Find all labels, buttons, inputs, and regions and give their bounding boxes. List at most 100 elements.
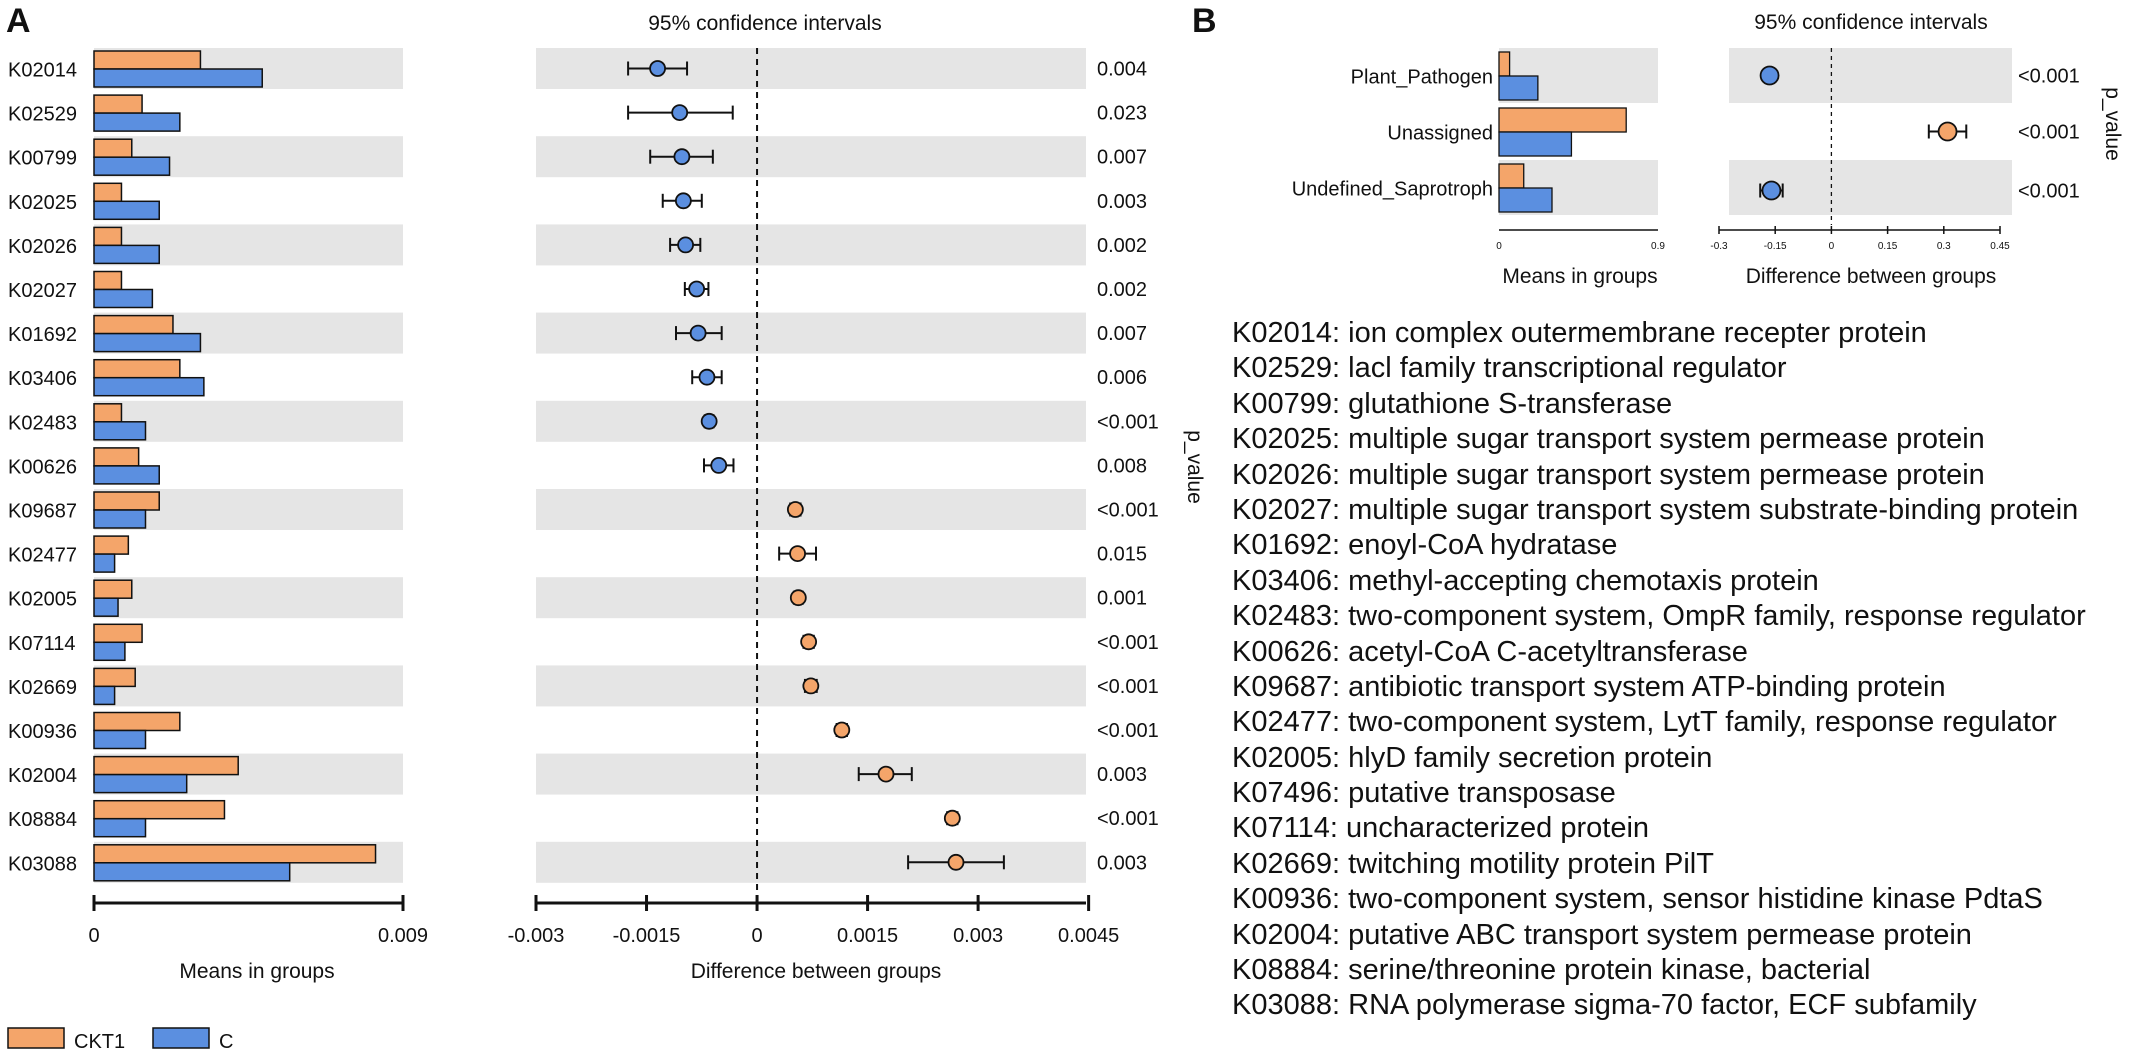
category-label: K09687 [8,501,77,523]
ko-separator: : [1332,529,1349,562]
ko-id: K01692 [1232,529,1332,562]
ko-id: K02477 [1232,706,1332,739]
ko-separator: : [1332,918,1349,951]
legend-label-c: C [219,1031,233,1053]
diff-band [536,400,1086,442]
diff-band [536,48,1086,89]
ko-text: acetyl-CoA C-acetyltransferase [1348,635,1748,668]
ko-text: putative ABC transport system permease p… [1348,918,1972,951]
means-tick-label-b: 0.9 [1651,241,1665,252]
ko-separator: : [1332,670,1349,703]
bar-ckt1-K03406 [93,358,181,379]
bar-ckt1-K01692 [93,314,174,335]
ko-text: two-component system, OmpR family, respo… [1348,600,2086,633]
bar-ckt1-Plant_Pathogen [1498,51,1511,77]
ko-description: K02026: multiple sugar transport system … [1232,458,2086,493]
category-label: K03406 [8,368,77,390]
bar-c-K03406 [93,376,205,397]
ko-text: antibiotic transport system ATP-binding … [1348,670,1946,703]
ko-description: K02014: ion complex outermembrane recept… [1232,316,2086,351]
ko-separator: : [1332,741,1349,774]
p-value: <0.001 [1097,808,1159,830]
ko-description: K02025: multiple sugar transport system … [1232,422,2086,457]
bar-ckt1-K00799 [93,138,133,158]
ko-separator: : [1332,493,1349,526]
category-label: K02026 [8,236,77,258]
ko-text: multiple sugar transport system permease… [1348,423,1985,456]
ko-id: K00799 [1232,387,1332,420]
diff-title-b: 95% confidence intervals [1754,11,1987,34]
p-value: 0.001 [1097,588,1147,610]
p-value-b: <0.001 [2018,66,2080,88]
diff-tick-label-b: -0.3 [1710,241,1728,252]
ko-text: putative transposase [1348,777,1616,810]
ko-text: two-component system, sensor histidine k… [1348,883,2043,916]
ko-id: K02026 [1232,458,1332,491]
ko-description: K00626: acetyl-CoA C-acetyltransferase [1232,635,2086,670]
diff-point-K07114 [800,633,818,651]
ko-text: ion complex outermembrane recepter prote… [1348,317,1927,349]
ko-text: multiple sugar transport system substrat… [1348,493,2079,526]
bar-c-K02529 [93,112,181,132]
category-label: K00626 [8,456,77,478]
ko-separator: : [1332,847,1349,880]
diff-axis-title: Difference between groups [691,960,942,983]
diff-axis-title-b: Difference between groups [1746,265,1997,288]
ko-id: K00626 [1232,635,1332,668]
category-label: K02027 [8,280,77,302]
diff-band [536,489,1086,530]
ko-description: K01692: enoyl-CoA hydratase [1232,528,2086,563]
ko-id: K02027 [1232,493,1332,526]
bar-c-K02026 [93,244,160,265]
ko-text: methyl-accepting chemotaxis protein [1348,564,1819,597]
ko-separator: : [1332,777,1349,810]
bar-ckt1-K02025 [93,182,123,203]
legend-label-ckt1: CKT1 [74,1031,125,1053]
panel-label: B [1192,2,1217,40]
ko-separator: : [1332,883,1349,916]
diff-point-K02004 [877,765,895,783]
ko-description: K02005: hlyD family secretion protein [1232,741,2086,776]
diff-tick-label: 0.0015 [837,925,898,947]
ko-separator: : [1332,635,1349,668]
diff-point-K02529 [671,104,689,121]
ko-description-list: K02014: ion complex outermembrane recept… [1232,316,2086,1024]
ko-separator: : [1332,317,1349,349]
diff-point-K02027 [688,280,706,298]
ko-text: enoyl-CoA hydratase [1348,529,1618,562]
p-value: 0.007 [1097,323,1147,345]
bar-c-K02477 [93,553,116,573]
bar-c-K08884 [93,817,147,838]
bar-ckt1-Undefined_Saprotroph [1498,163,1525,189]
diff-point-K08884 [943,809,961,827]
p-value: <0.001 [1097,500,1159,522]
means-tick-label-b: 0 [1496,241,1502,252]
ko-text: twitching motility protein PilT [1348,847,1714,880]
p-value: 0.007 [1097,147,1147,169]
bar-c-K07114 [93,641,126,662]
ko-id: K02483 [1232,600,1332,633]
category-label: K08884 [8,809,77,831]
legend-swatch-c [152,1027,210,1049]
means-tick-label: 0 [88,925,99,947]
diff-tick-label-b: -0.15 [1764,241,1787,252]
bar-c-K00626 [93,465,160,485]
category-label: K02025 [8,192,77,214]
bar-ckt1-K02483 [93,403,123,423]
bar-c-K00936 [93,729,147,750]
diff-tick-label-b: 0.3 [1937,241,1951,252]
bar-c-K09687 [93,509,147,529]
bar-c-Plant_Pathogen [1498,75,1539,101]
category-label: K01692 [8,324,77,346]
category-label: K02005 [8,589,77,611]
category-label: K02483 [8,412,77,434]
ko-description: K02529: lacl family transcriptional regu… [1232,351,2086,386]
bar-ckt1-K02669 [93,667,136,688]
diff-point-Undefined_Saprotroph [1761,180,1782,201]
means-band [94,665,403,707]
diff-point-K02483 [700,412,718,430]
bar-ckt1-K03088 [93,844,377,864]
p-value: 0.004 [1097,59,1147,81]
ko-description: K07114: uncharacterized protein [1232,811,2086,846]
ko-separator: : [1332,706,1349,739]
